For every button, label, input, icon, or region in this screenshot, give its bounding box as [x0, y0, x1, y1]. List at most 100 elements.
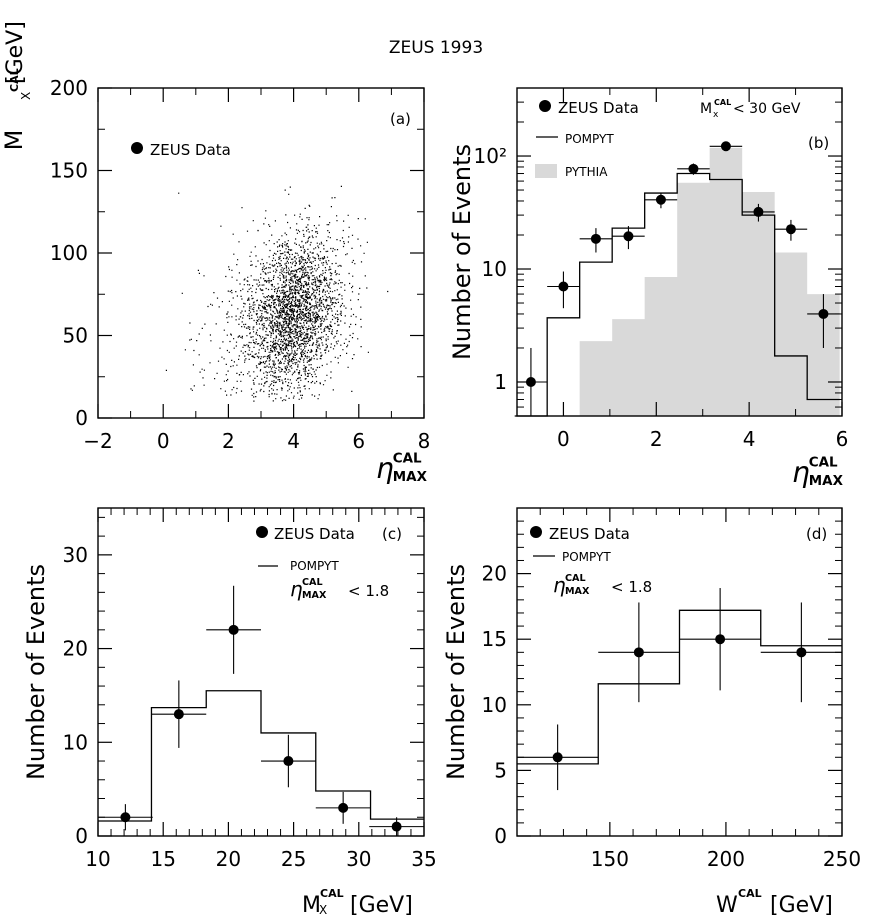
panel-label: (c)	[382, 525, 402, 543]
x-tick-label: 8	[418, 429, 431, 453]
plot-frame	[97, 507, 425, 837]
data-point	[796, 647, 807, 658]
x-tick-label: 30	[346, 847, 371, 871]
legend-label-data: ZEUS Data	[558, 99, 639, 117]
x-tick-label: 15	[150, 847, 175, 871]
y-tick-label: 0	[75, 406, 88, 430]
x-tick-label: −2	[83, 429, 112, 453]
y-tick-label: 20	[482, 562, 507, 586]
scatter-cloud	[165, 185, 389, 402]
annotation-eta: η	[290, 577, 303, 601]
pompyt-histogram	[98, 690, 424, 822]
data-point	[688, 163, 699, 174]
legend-marker-data	[530, 526, 542, 538]
y-tick-label: 30	[63, 543, 88, 567]
x-axis-title-d-unit: [GeV]	[770, 893, 833, 918]
y-tick-label: 1	[494, 370, 507, 394]
y-axis-title-a-sub: X	[19, 92, 33, 100]
annotation-eta-sup: CAL	[565, 573, 586, 584]
annotation-mx-cut-sup: CAL	[714, 98, 731, 107]
x-tick-label: 10	[85, 847, 110, 871]
y-tick-label: 10	[63, 730, 88, 754]
data-point	[228, 624, 239, 635]
annotation-eta-rest: < 1.8	[611, 578, 652, 596]
x-axis-title-c-sup: CAL	[320, 887, 344, 900]
annotation-eta-sup: CAL	[302, 577, 323, 588]
data-point	[590, 233, 601, 244]
plot-frame	[97, 87, 425, 419]
data-point	[753, 206, 764, 217]
data-point	[623, 231, 634, 242]
legend-marker-data	[256, 526, 268, 538]
x-axis-title-c-M: M	[302, 893, 321, 918]
x-tick-label: 6	[836, 427, 849, 451]
y-tick-label: 50	[63, 324, 88, 348]
data-point	[558, 281, 569, 292]
panel-label: (a)	[390, 110, 411, 128]
pompyt-histogram	[514, 172, 840, 417]
data-point	[552, 752, 563, 763]
y-tick-label: 10	[482, 693, 507, 717]
x-axis-title-d-sup: CAL	[738, 887, 762, 900]
x-tick-label: 4	[743, 427, 756, 451]
panel-label: (d)	[806, 525, 827, 543]
annotation-mx-cut-sub: x	[713, 110, 719, 120]
data-point	[720, 141, 731, 152]
y-axis-title: Number of Events	[442, 564, 470, 780]
data-point	[173, 709, 184, 720]
x-tick-label: 0	[557, 427, 570, 451]
legend-label-pompyt: POMPYT	[290, 559, 339, 573]
annotation-eta-rest: < 1.8	[348, 582, 389, 600]
x-axis-title-a-sup: CAL	[393, 452, 422, 467]
y-axis-title: Number of Events	[448, 144, 476, 360]
legend-label-data: ZEUS Data	[274, 525, 355, 543]
annotation-eta-sub: MAX	[565, 586, 590, 597]
legend-label-pompyt: POMPYT	[565, 132, 614, 146]
data-point	[120, 812, 131, 823]
y-axis-title-a: M	[0, 130, 28, 151]
x-axis-title-a: η	[376, 452, 394, 485]
x-tick-label: 2	[650, 427, 663, 451]
x-tick-label: 6	[352, 429, 365, 453]
y-tick-label: 0	[494, 824, 507, 848]
y-tick-label: 10	[482, 257, 507, 281]
x-tick-label: 35	[411, 847, 436, 871]
x-axis-title-b: η	[792, 456, 810, 489]
y-axis-title-a-sup: CAL	[8, 68, 21, 92]
x-axis-title-c-sub: X	[319, 903, 327, 917]
x-axis-title-b-sup: CAL	[809, 456, 838, 471]
plot-frame	[516, 87, 843, 417]
y-tick-label: 200	[50, 76, 88, 100]
x-tick-label: 150	[591, 847, 629, 871]
y-tick-label: 15	[482, 627, 507, 651]
y-tick-label: 150	[50, 159, 88, 183]
data-point	[818, 308, 829, 319]
legend-marker-data	[131, 142, 143, 154]
y-axis-title-a-unit: [GeV]	[3, 21, 28, 84]
x-axis-title-a-sub: MAX	[393, 470, 428, 485]
x-tick-label: 4	[287, 429, 300, 453]
data-point	[715, 634, 726, 645]
legend-label-pompyt: POMPYT	[562, 550, 611, 564]
x-tick-label: 250	[823, 847, 861, 871]
data-point	[283, 756, 294, 767]
pompyt-histogram	[517, 609, 842, 765]
data-point	[391, 821, 402, 832]
legend-marker-data	[539, 100, 551, 112]
x-tick-label: 20	[216, 847, 241, 871]
pythia-histogram	[579, 147, 840, 417]
y-tick-label: 10²	[474, 144, 507, 168]
x-tick-label: 200	[707, 847, 745, 871]
x-axis-title-d-W: W	[716, 893, 738, 918]
y-tick-label: 20	[63, 637, 88, 661]
data-point	[633, 647, 644, 658]
legend-marker-pythia	[535, 164, 557, 178]
annotation-eta: η	[553, 573, 566, 597]
data-point	[655, 194, 666, 205]
data-point	[525, 376, 536, 387]
x-tick-label: 2	[222, 429, 235, 453]
y-axis-title: Number of Events	[22, 564, 50, 780]
